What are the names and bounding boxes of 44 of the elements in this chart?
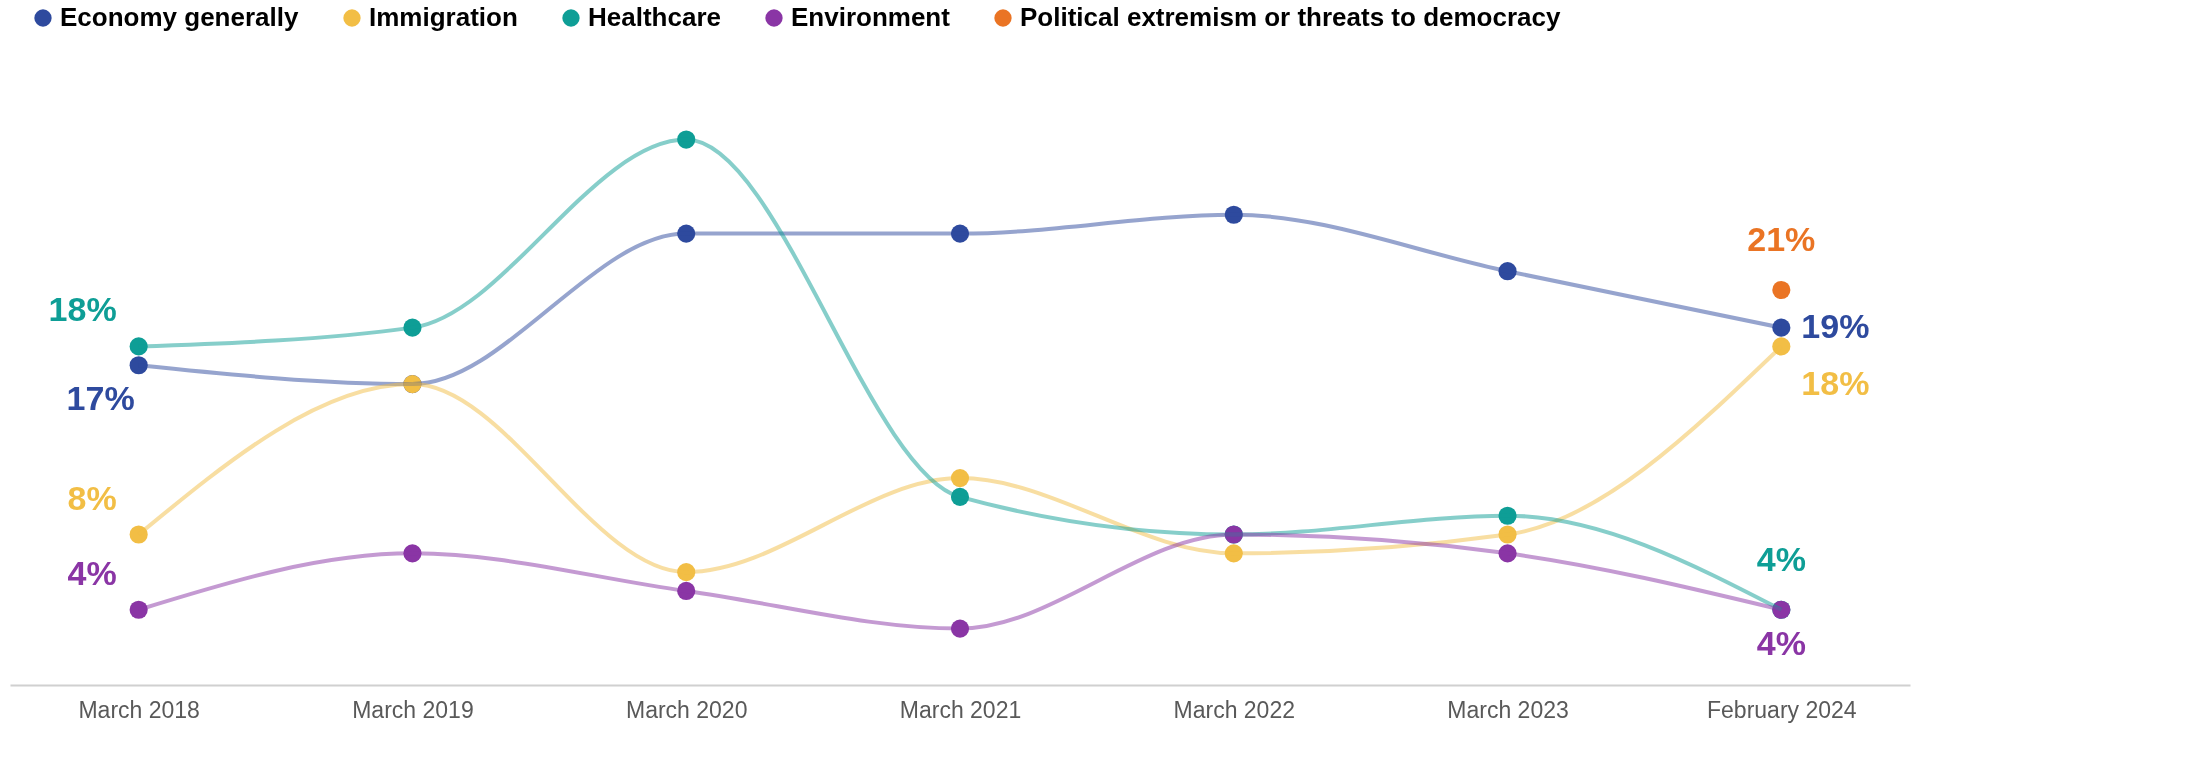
point: [677, 581, 696, 601]
legend-label: Political extremism or threats to democracy: [1020, 2, 1561, 32]
point: [1772, 337, 1791, 356]
point: [1224, 544, 1243, 563]
data-label: 21%: [1747, 220, 1816, 259]
point: [403, 318, 422, 337]
point: [677, 224, 696, 243]
x-tick-label: February 2024: [1707, 696, 1857, 723]
data-label: 4%: [1756, 623, 1806, 662]
legend-label: Healthcare: [588, 2, 721, 32]
x-tick-label: March 2019: [352, 696, 474, 723]
point: [950, 619, 970, 638]
legend-label: Environment: [791, 2, 951, 32]
legend-label: Economy generally: [60, 2, 299, 32]
point: [950, 224, 970, 243]
point: [403, 544, 422, 563]
point: [1224, 205, 1243, 224]
data-label: 17%: [66, 379, 135, 418]
x-tick-label: March 2021: [899, 696, 1022, 723]
data-label: 18%: [48, 290, 117, 329]
point: [129, 337, 148, 356]
point: [1772, 280, 1791, 300]
point: [1498, 544, 1517, 563]
point: [677, 563, 696, 582]
data-label: 18%: [1801, 364, 1870, 403]
point: [1498, 262, 1517, 281]
data-label: 4%: [1756, 539, 1806, 578]
point: [1498, 506, 1517, 525]
x-tick-label: March 2020: [625, 696, 748, 723]
data-label: 8%: [67, 478, 117, 517]
point: [1498, 525, 1517, 544]
point: [1772, 318, 1791, 337]
point: [129, 600, 148, 619]
point: [129, 525, 148, 544]
point: [950, 487, 970, 506]
x-tick-label: March 2018: [78, 696, 200, 723]
point: [129, 356, 148, 375]
data-label: 19%: [1801, 306, 1870, 345]
point: [950, 469, 970, 488]
x-tick-label: March 2022: [1173, 696, 1296, 723]
point: [677, 130, 696, 149]
legend-label: Immigration: [369, 2, 518, 32]
data-label: 4%: [67, 553, 117, 592]
x-tick-label: March 2023: [1447, 696, 1569, 723]
